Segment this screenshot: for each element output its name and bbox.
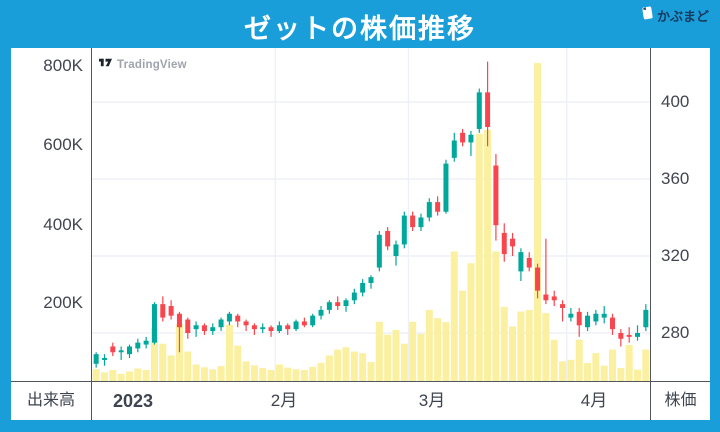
volume-tick-800k: 800K — [43, 56, 83, 75]
time-axis: 出来高 2023 2月 3月 4月 株価 — [11, 382, 710, 420]
volume-tick-400k: 400K — [43, 215, 83, 234]
time-tick-feb: 2月 — [270, 391, 298, 410]
kabumado-logo: かぶまど — [641, 5, 709, 25]
price-tick-400: 400 — [661, 92, 690, 111]
tradingview-watermark-text: TradingView — [117, 59, 187, 71]
volume-axis-title: 出来高 — [26, 392, 75, 409]
header: ゼットの株価推移 かぶまど — [0, 0, 720, 48]
kabumado-logo-text: かぶまど — [656, 8, 709, 24]
page-title: ゼットの株価推移 — [244, 14, 476, 44]
time-tick-mar: 3月 — [418, 391, 446, 410]
volume-tick-200k: 200K — [43, 293, 83, 312]
time-tick-2023: 2023 — [112, 391, 154, 411]
left-axis-line — [91, 48, 92, 420]
right-axis-line — [650, 48, 651, 420]
price-axis-title: 株価 — [664, 392, 697, 409]
candlestick-volume-chart — [92, 48, 650, 381]
price-tick-320: 320 — [661, 246, 690, 265]
bottom-axis-line — [11, 381, 710, 382]
kabumado-window-icon — [641, 5, 654, 25]
price-tick-360: 360 — [661, 169, 690, 188]
time-tick-apr: 4月 — [580, 391, 608, 410]
plot-area — [92, 48, 650, 381]
tradingview-watermark: TradingView — [99, 56, 187, 74]
price-tick-280: 280 — [661, 323, 690, 342]
volume-tick-600k: 600K — [43, 135, 83, 154]
chart-panel: TradingView 800K 600K 400K 200K 400 360 … — [11, 48, 710, 420]
tradingview-logo-icon — [99, 56, 112, 74]
